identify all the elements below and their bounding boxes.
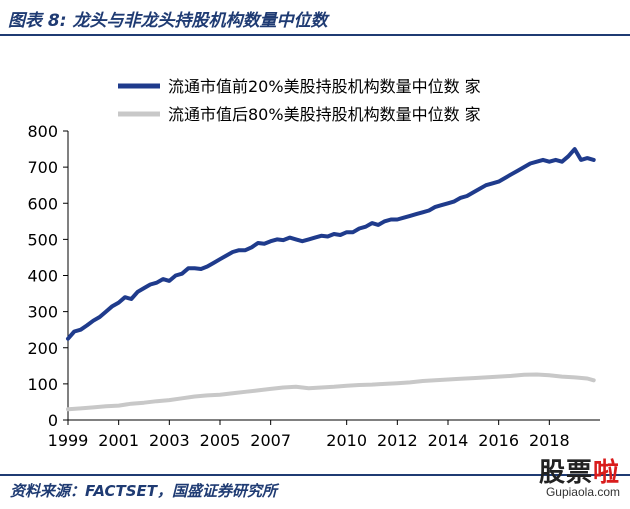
x-tick-label: 1999 [48, 431, 89, 450]
x-tick-label: 2016 [478, 431, 519, 450]
watermark-brand: 股票啦 [539, 452, 620, 489]
plot-lines [66, 147, 596, 412]
watermark-url: Gupiaola.com [545, 485, 620, 499]
watermark-brand-b: 啦 [592, 458, 620, 488]
y-tick-label: 700 [27, 158, 58, 177]
series-line-top20 [66, 147, 596, 341]
chart-area: 流通市值前20%美股持股机构数量中位数 家 流通市值后80%美股持股机构数量中位… [0, 36, 630, 470]
watermark-logo: 股票啦 Gupiaola.com [506, 452, 624, 504]
x-tick-label: 2007 [250, 431, 291, 450]
watermark-brand-a: 股票 [538, 458, 593, 488]
x-tick-label: 2005 [200, 431, 241, 450]
header-divider [0, 34, 630, 36]
line-chart: 流通市值前20%美股持股机构数量中位数 家 流通市值后80%美股持股机构数量中位… [27, 77, 600, 450]
y-tick-label: 400 [27, 267, 58, 286]
y-tick-label: 100 [27, 375, 58, 394]
y-tick-label: 800 [27, 122, 58, 141]
axes: 0 100 200 300 400 500 600 700 800 1999 2001 2003 200… [27, 122, 600, 450]
series-line-bottom80 [66, 372, 596, 412]
legend: 流通市值前20%美股持股机构数量中位数 家 流通市值后80%美股持股机构数量中位… [118, 77, 481, 124]
x-tick-label: 2014 [428, 431, 469, 450]
legend-label-top20: 流通市值前20%美股持股机构数量中位数 家 [168, 77, 481, 96]
x-tick-label: 2001 [98, 431, 139, 450]
figure-header: 图表 8: 龙头与非龙头持股机构数量中位数 [0, 0, 630, 36]
x-tick-label: 2010 [326, 431, 367, 450]
x-tick-label: 2012 [377, 431, 418, 450]
figure-title: 图表 8: 龙头与非龙头持股机构数量中位数 [8, 11, 328, 31]
y-tick-label: 500 [27, 230, 58, 249]
y-tick-label: 600 [27, 194, 58, 213]
footer-divider [0, 474, 630, 476]
y-tick-label: 0 [48, 411, 58, 430]
y-tick-label: 300 [27, 303, 58, 322]
source-note: 资料来源：FACTSET，国盛证券研究所 [10, 482, 277, 500]
legend-label-bottom80: 流通市值后80%美股持股机构数量中位数 家 [168, 105, 481, 124]
x-tick-label: 2018 [529, 431, 570, 450]
y-tick-label: 200 [27, 339, 58, 358]
x-tick-label: 2003 [149, 431, 190, 450]
